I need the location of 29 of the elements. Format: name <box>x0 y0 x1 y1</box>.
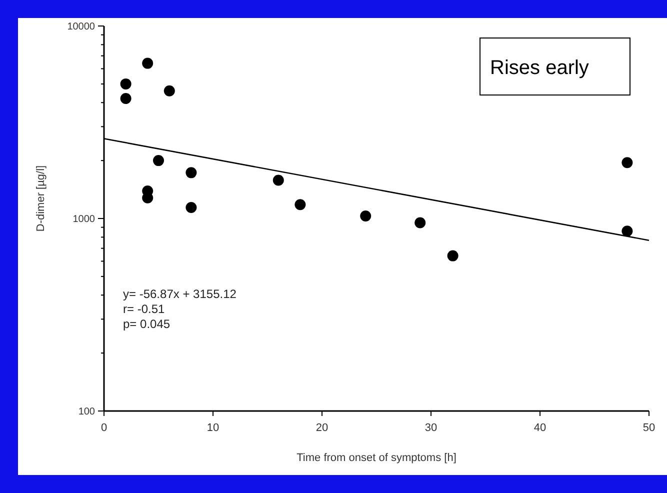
point <box>164 85 175 96</box>
y-tick-label: 1000 <box>72 214 96 225</box>
point <box>186 167 197 178</box>
annotation: p= 0.045 <box>123 317 170 331</box>
x-tick-label: 40 <box>534 422 546 434</box>
x-tick-label: 20 <box>316 422 328 434</box>
point <box>120 93 132 104</box>
point <box>186 202 197 214</box>
x-tick-label: 50 <box>642 422 656 434</box>
point <box>294 199 306 210</box>
point <box>447 250 458 262</box>
y-axis-title: D-dimer [µg/l] <box>35 165 47 232</box>
point <box>360 210 372 222</box>
x-tick-label: 10 <box>206 422 220 434</box>
point <box>622 226 633 237</box>
point <box>142 58 154 69</box>
x-tick-label: 30 <box>424 422 438 434</box>
point <box>272 174 284 186</box>
x-tick-label: 0 <box>100 422 108 434</box>
point <box>153 155 164 166</box>
point <box>414 217 426 228</box>
point <box>120 78 132 90</box>
y-tick-label: 10000 <box>67 22 96 32</box>
annotation: r= -0.51 <box>123 302 166 316</box>
point <box>622 157 633 168</box>
text: Rises early <box>490 57 589 79</box>
y-tick-label: 100 <box>78 406 96 418</box>
annotation: y= -56.87x + 3155.12 <box>123 287 237 301</box>
x-axis-title: Time from onset of symptoms [h] <box>296 452 456 464</box>
